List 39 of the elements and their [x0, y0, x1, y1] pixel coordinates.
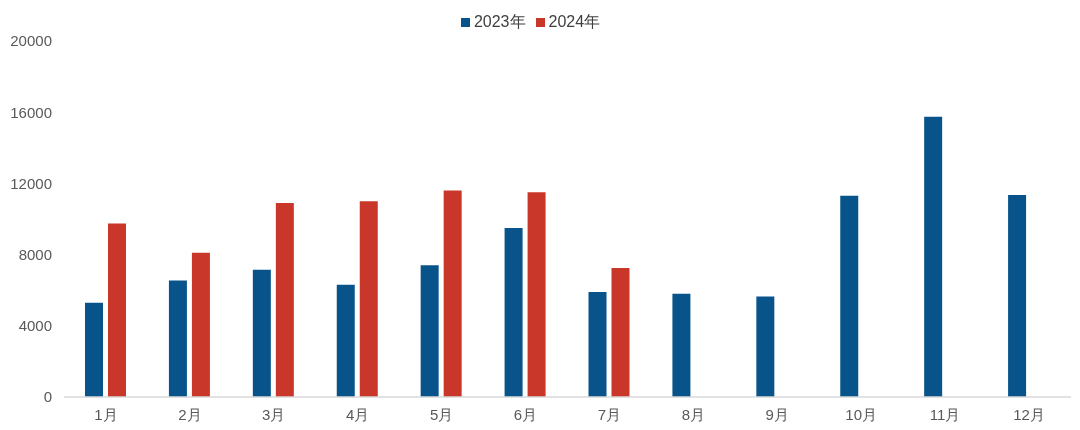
x-tick-label: 9月	[765, 405, 789, 423]
bar	[275, 202, 294, 397]
y-tick-label: 12000	[10, 174, 52, 192]
bar	[840, 195, 859, 397]
bar	[672, 293, 691, 397]
x-tick-label: 1月	[94, 405, 118, 423]
x-tick-label: 5月	[429, 405, 454, 423]
bar	[588, 291, 607, 397]
bar	[359, 201, 378, 397]
bar	[611, 267, 630, 397]
legend-label: 2023年	[473, 13, 526, 30]
y-tick-label: 4000	[18, 317, 52, 335]
x-tick-label: 4月	[346, 405, 370, 423]
bar	[756, 296, 775, 397]
bar	[527, 192, 546, 397]
y-tick-label: 0	[43, 388, 52, 406]
x-tick-label: 12月	[1013, 405, 1045, 423]
bar	[191, 252, 210, 397]
bar	[108, 223, 126, 397]
x-tick-label: 6月	[513, 405, 538, 423]
bar	[504, 227, 523, 397]
x-tick-label: 11月	[929, 405, 961, 423]
x-tick-label: 3月	[262, 405, 286, 423]
y-tick-label: 16000	[10, 103, 52, 121]
legend-label: 2024年	[548, 13, 601, 30]
x-tick-label: 8月	[681, 405, 706, 423]
bar	[924, 116, 943, 397]
bar	[420, 265, 439, 397]
y-tick-label: 20000	[10, 32, 52, 50]
x-tick-label: 10月	[845, 405, 878, 423]
bar	[443, 190, 462, 397]
x-tick-label: 2月	[178, 405, 202, 423]
bar	[85, 302, 103, 397]
bar	[336, 284, 355, 397]
x-tick-label: 7月	[597, 405, 622, 423]
bar	[168, 280, 187, 397]
bar	[252, 269, 271, 397]
y-tick-label: 8000	[18, 245, 52, 263]
bar	[1008, 194, 1027, 397]
